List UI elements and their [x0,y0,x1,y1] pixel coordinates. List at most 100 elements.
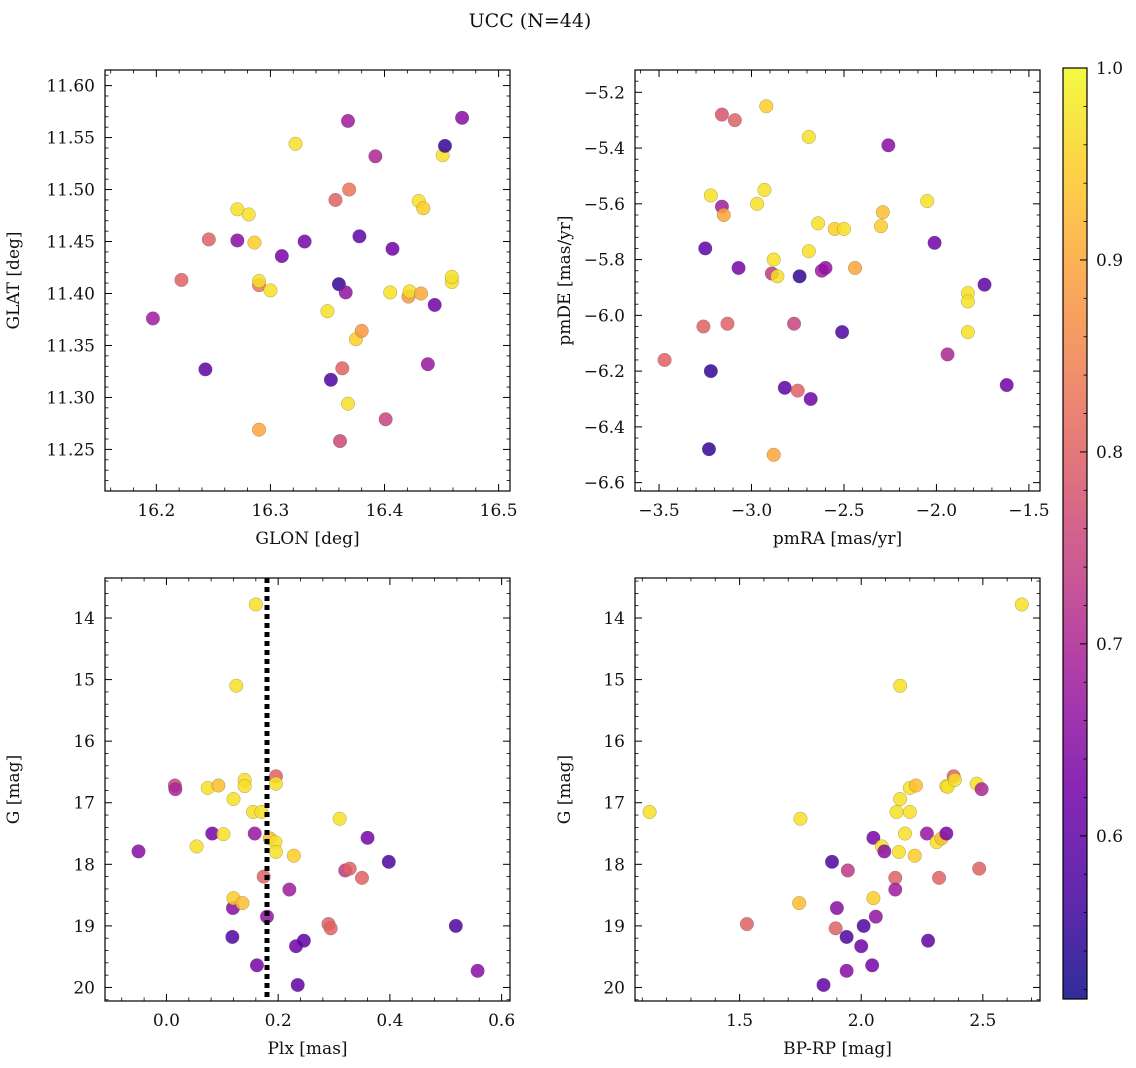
scatter-point [927,235,942,250]
scatter-point [920,194,935,209]
axes-frame [104,577,511,1002]
scatter-point [714,107,729,122]
panel-plx-g: 0.0 0.2 0.4 0.6 14 15 16 17 18 19 20 Plx [mas] G [ma… [4,577,515,1059]
scatter-point [338,285,353,300]
axes-frame [634,577,1041,1002]
colorbar: 0.6 0.7 0.8 0.9 1.0 [1062,59,1123,1000]
y-tick-label: 14 [603,609,625,629]
x-tick-label: 1.5 [726,1011,753,1031]
scatter-point [657,352,672,367]
scatter-point [947,772,962,787]
y-tick-label: 11.55 [46,129,95,149]
panel-glon-glat: 16.2 16.3 16.4 16.5 11.25 11.30 11.35 11.40 11.4… [4,69,518,549]
y-tick-label: −6.6 [584,474,625,494]
scatter-point [235,896,250,911]
scatter-point [866,891,881,906]
scatter-point [286,848,301,863]
scatter-point [835,325,850,340]
scatter-point [977,277,992,292]
scatter-point [866,830,881,845]
scatter-point [703,188,718,203]
scatter-point [919,826,934,841]
scatter-point [354,870,369,885]
scatter-point [211,778,226,793]
scatter-point [960,325,975,340]
scatter-point [888,882,903,897]
scatter-point [757,182,772,197]
scatter-point [865,958,880,973]
x-tick-label: 0.2 [265,1011,292,1031]
y-tick-label: 14 [73,609,95,629]
y-tick-label: −6.0 [584,306,625,326]
scatter-point [201,232,216,247]
scatter-point [268,776,283,791]
colorbar-gradient [1063,68,1087,999]
y-axis-label: G [mag] [555,755,575,824]
scatter-point [803,391,818,406]
scatter-point [383,285,398,300]
scatter-point [381,854,396,869]
scatter-point [881,138,896,153]
y-axis-label: G [mag] [4,755,24,824]
scatter-point [698,241,713,256]
y-tick-label: 11.60 [46,77,95,97]
scatter-point [416,201,431,216]
scatter-points [131,597,485,992]
scatter-point [898,826,913,841]
scatter-point [908,778,923,793]
scatter-point [770,269,785,284]
scatter-point [889,804,904,819]
scatter-point [875,205,890,220]
scatter-point [731,260,746,275]
scatter-point [868,909,883,924]
scatter-point [131,844,146,859]
y-axis-label: GLAT [deg] [4,231,24,329]
y-axis-label: pmDE [mas/yr] [555,215,575,345]
scatter-point [288,136,303,151]
scatter-point [792,269,807,284]
x-tick-label: −3.0 [731,501,772,521]
scatter-point [341,396,356,411]
x-tick-label: 16.4 [366,501,404,521]
x-tick-label: 2.0 [848,1011,875,1031]
scatter-point [703,364,718,379]
y-tick-label: 11.25 [46,440,95,460]
scatter-points [642,597,1029,992]
scatter-point [932,870,947,885]
scatter-point [939,826,954,841]
figure-title: UCC (N=44) [469,10,592,32]
scatter-point [385,241,400,256]
scatter-point [759,99,774,114]
y-tick-label: 17 [73,794,95,814]
scatter-point [237,779,252,794]
scatter-point [811,216,826,231]
scatter-point [720,316,735,331]
scatter-point [1014,597,1029,612]
scatter-point [297,234,312,249]
y-tick-label: −6.2 [584,362,625,382]
y-tick-label: 11.35 [46,336,95,356]
scatter-point [263,283,278,298]
y-tick-label: 15 [603,671,625,691]
scatter-point [877,844,892,859]
scatter-point [247,826,262,841]
scatter-point [216,827,231,842]
scatter-point [198,362,213,377]
colorbar-frame [1062,67,1088,1000]
scatter-point [777,380,792,395]
scatter-point [839,929,854,944]
y-tick-label: 11.30 [46,388,95,408]
scatter-point [323,921,338,936]
x-tick-label: 2.5 [969,1011,996,1031]
scatter-point [828,921,843,936]
y-tick-label: 17 [603,794,625,814]
scatter-point [999,378,1014,393]
scatter-point [256,869,271,884]
scatter-point [320,304,335,319]
x-tick-label: 16.5 [480,501,518,521]
scatter-point [716,207,731,222]
x-tick-label: −2.5 [823,501,864,521]
scatter-point [787,316,802,331]
scatter-point [323,372,338,387]
